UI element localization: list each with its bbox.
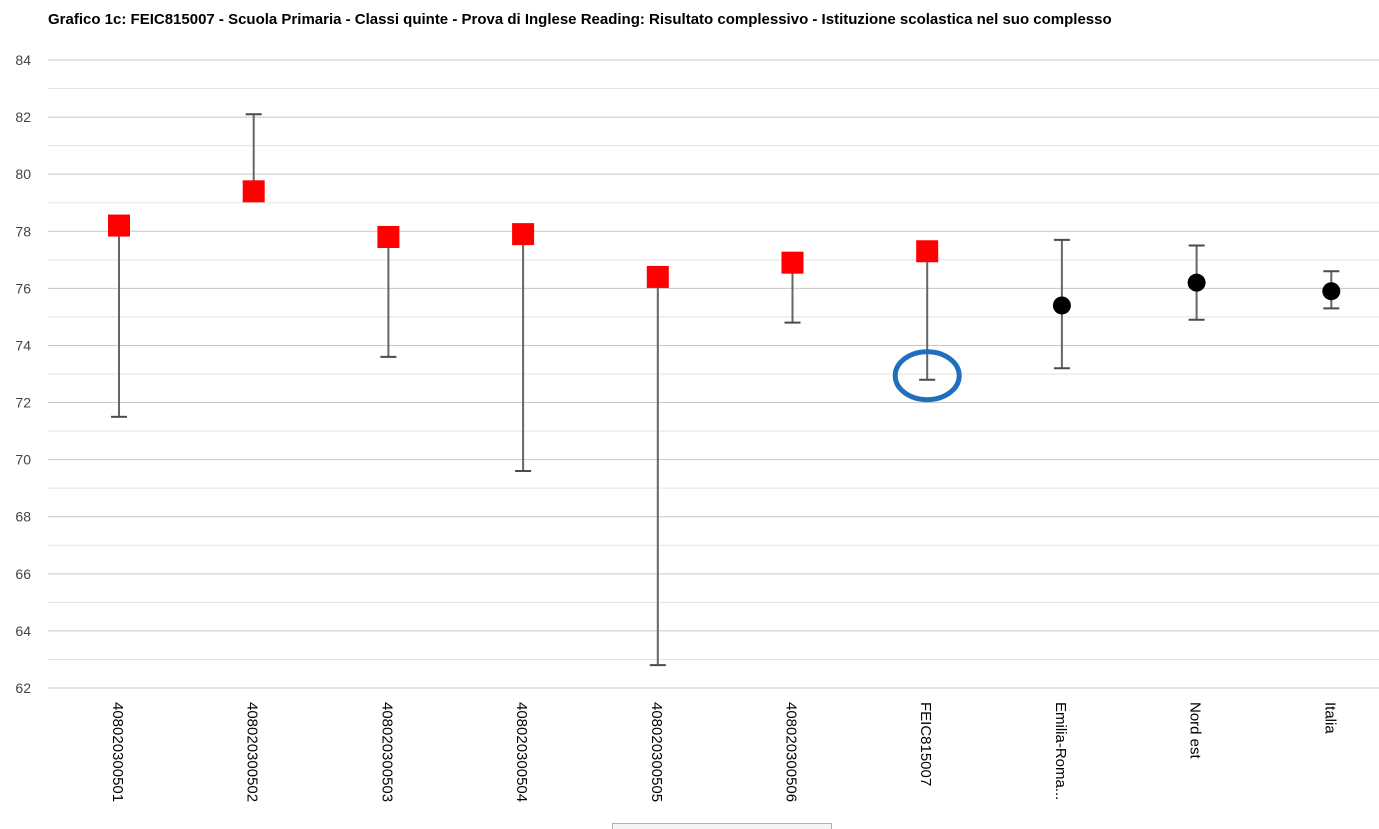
error-bars xyxy=(111,113,1340,667)
y-tick-label: 74 xyxy=(15,337,31,353)
y-tick-label: 78 xyxy=(15,223,31,239)
square-marker xyxy=(512,223,535,246)
square-marker xyxy=(242,180,265,203)
circle-marker xyxy=(1322,282,1341,301)
x-category-label: 408020300501 xyxy=(109,702,126,802)
data-markers xyxy=(108,180,1341,315)
y-tick-label: 76 xyxy=(15,280,31,296)
square-marker xyxy=(781,251,804,274)
annotations xyxy=(892,349,962,403)
x-axis: 408020300501 408020300502 408020300503 4080… xyxy=(109,702,1338,802)
x-category-label: Nord est xyxy=(1187,702,1204,760)
y-tick-label: 80 xyxy=(15,166,31,182)
x-category-label: 408020300502 xyxy=(244,702,261,802)
y-tick-label: 84 xyxy=(15,52,31,68)
square-marker xyxy=(377,225,400,248)
y-axis: 62 64 66 68 70 72 74 76 78 80 82 84 xyxy=(15,52,31,696)
highlight-ellipse xyxy=(892,349,962,403)
x-category-label: Italia xyxy=(1321,702,1338,734)
y-tick-label: 68 xyxy=(15,509,31,525)
y-tick-label: 82 xyxy=(15,109,31,125)
x-category-label: Emilia-Roma... xyxy=(1052,702,1069,800)
circle-marker xyxy=(1187,273,1206,292)
x-category-label: FEIC815007 xyxy=(917,702,934,786)
y-tick-label: 72 xyxy=(15,395,31,411)
x-category-label: 408020300505 xyxy=(648,702,665,802)
circle-marker xyxy=(1052,296,1071,315)
chart-title: Grafico 1c: FEIC815007 - Scuola Primaria… xyxy=(48,11,1112,28)
square-marker xyxy=(108,214,130,237)
x-category-label: 408020300504 xyxy=(513,702,530,802)
horizontal-scrollbar-thumb[interactable] xyxy=(612,823,832,829)
grid-lines xyxy=(48,59,1379,689)
square-marker xyxy=(646,265,669,288)
square-marker xyxy=(916,240,939,263)
y-tick-label: 70 xyxy=(15,452,31,468)
y-tick-label: 64 xyxy=(15,623,31,639)
y-tick-label: 62 xyxy=(15,680,31,696)
y-tick-label: 66 xyxy=(15,566,31,582)
x-category-label: 408020300506 xyxy=(783,702,800,802)
x-category-label: 408020300503 xyxy=(378,702,395,802)
